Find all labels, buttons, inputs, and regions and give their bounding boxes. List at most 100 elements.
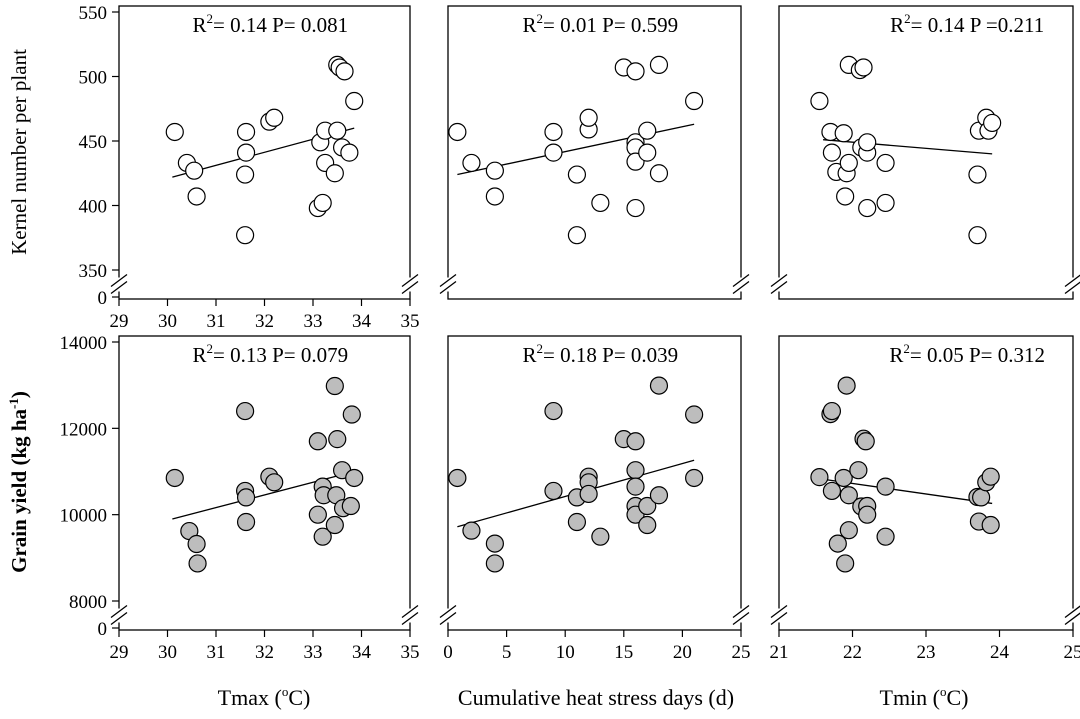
yield-tmin-point-2: [822, 401, 842, 421]
kernel-heat-annotation: R2= 0.01 P= 0.599: [523, 11, 679, 37]
yield-heat-point-3: [485, 554, 504, 573]
panel-kernel-heat: R2= 0.01 P= 0.599: [439, 5, 750, 300]
kernel-tmax-xtick-label-5: 34: [352, 311, 372, 332]
yield-tmin-point-22: [981, 467, 1000, 486]
yield-tmax-point-7: [236, 512, 256, 532]
kernel-tmax-point-7: [236, 122, 256, 142]
kernel-tmax-break-gap-left: [115, 277, 124, 292]
kernel-heat-point-0: [448, 122, 467, 142]
yield-heat-point-23: [685, 468, 704, 488]
yield-heat-point-10: [579, 484, 598, 504]
yield-tmax-break-gap-right: [406, 608, 415, 623]
yield-heat-marks: 0 5 10 15 20 25: [439, 335, 751, 663]
yield-heat-point-13: [626, 432, 645, 451]
kernel-heat-point-1: [462, 153, 481, 173]
yield-heat-break-right: [732, 604, 750, 626]
yield-heat-point-19: [638, 515, 657, 535]
yield-heat-xtick-label-2: 10: [556, 642, 575, 663]
kernel-tmax-xtick-label-0: 29: [110, 311, 129, 332]
kernel-tmax-break-left: [110, 273, 128, 295]
kernel-tmax-ytick-label-1: 400: [79, 197, 108, 218]
yield-tmin-point-10: [849, 461, 868, 480]
yield-heat-point-7: [567, 512, 587, 532]
kernel-tmax-point-9: [265, 108, 284, 127]
xlabel-heat: Cumulative heat stress days (d): [458, 685, 734, 710]
yield-heat-xtick-label-0: 0: [443, 642, 453, 663]
kernel-tmax-point-18: [328, 121, 347, 140]
yield-tmin-fit-line: [823, 478, 993, 505]
kernel-tmin-point-17: [968, 226, 987, 245]
kernel-heat-marks: [439, 5, 750, 300]
kernel-tmax-point-20: [335, 62, 354, 81]
kernel-tmin-break-left: [770, 273, 788, 295]
kernel-tmin-point-22: [983, 113, 1002, 133]
panel-kernel-tmin: R2= 0.14 P =0.211: [770, 5, 1080, 300]
yield-tmax-point-15: [325, 376, 344, 396]
yield-tmax-break-right: [401, 604, 419, 626]
yield-heat-point-11: [591, 527, 610, 546]
yield-heat-point-20: [649, 376, 669, 395]
yield-tmin-point-13: [856, 432, 875, 451]
yield-tmin-point-4: [828, 534, 847, 553]
kernel-tmin-point-13: [858, 133, 877, 152]
kernel-heat-point-16: [626, 198, 645, 218]
kernel-tmax-point-22: [345, 91, 364, 111]
kernel-tmin-point-4: [834, 124, 853, 143]
kernel-tmax-point-2: [185, 161, 204, 180]
kernel-tmin-point-18: [968, 165, 987, 184]
kernel-heat-point-6: [567, 165, 587, 184]
yield-heat-point-15: [626, 477, 645, 496]
yield-tmin-point-23: [981, 515, 1000, 535]
yield-tmax-point-18: [325, 515, 344, 535]
yield-tmin-break-right: [1064, 605, 1080, 626]
kernel-tmax-ytick-label-zero: 0: [98, 288, 108, 309]
yield-tmin-xtick-label-0: 21: [770, 642, 789, 663]
kernel-tmax-xtick-label-1: 30: [158, 311, 177, 332]
kernel-tmax-point-3: [187, 187, 206, 206]
kernel-tmax-point-21: [340, 143, 359, 162]
kernel-tmin-fit-line: [823, 139, 993, 155]
kernel-tmax-point-4: [236, 226, 255, 245]
kernel-tmax-point-0: [165, 122, 184, 142]
yield-tmax-annotation: R2= 0.13 P= 0.079: [192, 341, 348, 367]
kernel-tmax-xtick-label-2: 31: [207, 311, 226, 332]
yield-heat-point-4: [544, 401, 563, 421]
yield-tmax-point-9: [265, 473, 284, 492]
kernel-tmax-xtick-label-6: 35: [401, 311, 420, 332]
yield-tmin-point-3: [822, 481, 842, 501]
kernel-heat-break-gap-right: [737, 277, 746, 292]
kernel-heat-point-4: [544, 143, 563, 162]
panel-yield-tmin: 21 22 23 24 25 R2= 0.05 P= 0.312: [770, 335, 1080, 663]
kernel-tmin-point-7: [839, 153, 858, 173]
yield-heat-xtick-label-1: 5: [502, 642, 512, 663]
yield-tmax-point-2: [187, 534, 206, 554]
yield-heat-point-14: [626, 461, 645, 480]
kernel-tmax-point-6: [236, 143, 256, 162]
kernel-heat-point-2: [485, 161, 504, 180]
kernel-heat-point-5: [544, 122, 563, 142]
kernel-tmax-point-5: [236, 165, 255, 184]
kernel-tmax-marks: 350 400 450 500 550 029 30 31 32 33 34 35: [79, 3, 420, 332]
yield-heat-point-22: [685, 405, 704, 424]
yield-heat-point-21: [649, 486, 669, 505]
kernel-heat-point-12: [626, 62, 645, 81]
kernel-heat-point-9: [579, 108, 598, 127]
kernel-tmin-annotation: R2= 0.14 P =0.211: [890, 11, 1044, 37]
yield-tmin-marks: 21 22 23 24 25: [770, 335, 1080, 663]
yield-tmax-xtick-label-5: 34: [352, 642, 372, 663]
kernel-tmax-ytick-label-0: 350: [79, 261, 108, 282]
kernel-heat-point-19: [649, 55, 669, 74]
yield-tmin-break-left: [770, 604, 788, 626]
yield-tmin-point-0: [810, 468, 829, 487]
yield-heat-break-gap-right: [737, 608, 746, 623]
yield-tmin-point-17: [876, 527, 895, 546]
yield-tmin-point-5: [834, 468, 853, 488]
yield-tmax-xtick-label-6: 35: [401, 642, 420, 663]
yield-tmax-xtick-label-4: 33: [304, 642, 323, 663]
kernel-tmin-point-5: [836, 187, 855, 206]
kernel-tmax-ytick-label-3: 500: [79, 68, 108, 89]
kernel-tmax-ytick-label-4: 550: [79, 3, 108, 24]
yield-tmax-point-3: [188, 554, 207, 573]
yield-tmin-xtick-label-2: 23: [917, 642, 936, 663]
